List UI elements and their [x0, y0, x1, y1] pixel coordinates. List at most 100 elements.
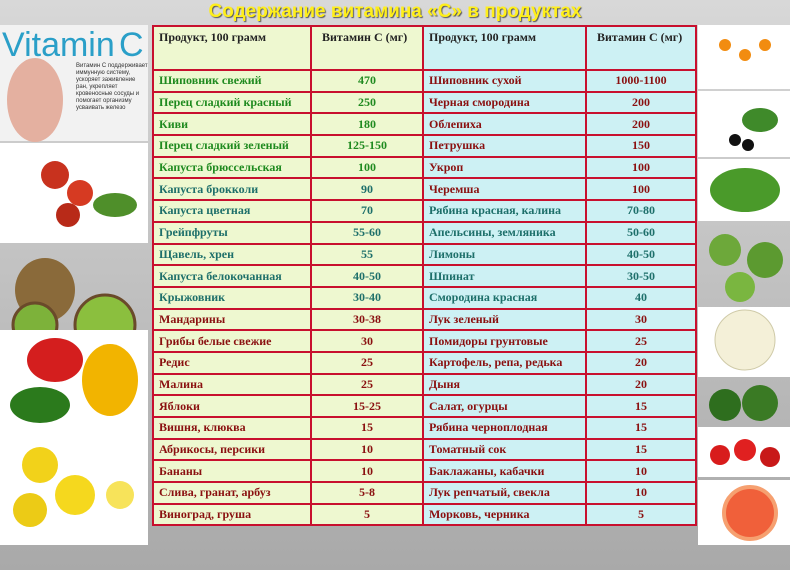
- product-cell: Дыня: [422, 372, 587, 397]
- vitamin-cell: 15: [585, 416, 697, 440]
- product-cell: Слива, гранат, арбуз: [152, 481, 312, 505]
- table-row: Шиповник свежий 470 Шиповник сухой 1000-110…: [152, 69, 697, 93]
- table-row: Крыжовник 30-40 Смородина красная 40: [152, 285, 697, 310]
- product-cell: Крыжовник: [152, 285, 312, 310]
- yellow-pepper: [82, 344, 138, 416]
- vitamin-cell: 200: [585, 90, 697, 115]
- lemon: [55, 475, 95, 515]
- table-row: Перец сладкий красный 250 Черная смородина…: [152, 90, 697, 115]
- title: Содержание витамина «С» в продуктах: [208, 1, 582, 22]
- red-pepper: [27, 338, 83, 382]
- anatomy-figure: [7, 58, 63, 142]
- table-row: Капуста белокочанная 40-50 Шпинат 30-50: [152, 264, 697, 288]
- vitamin-cell: 90: [310, 177, 424, 202]
- vitamin-cell: 15: [585, 437, 697, 462]
- lemon: [13, 493, 47, 527]
- berry: [759, 39, 771, 51]
- vitamin-cell: 70-80: [585, 199, 697, 223]
- product-cell: Лимоны: [422, 242, 587, 267]
- rosehip: [41, 161, 69, 189]
- product-cell: Грейпфруты: [152, 220, 312, 245]
- vitamin-cell: 40: [585, 285, 697, 310]
- currant: [742, 139, 754, 151]
- vitamin-cell: 20: [585, 350, 697, 375]
- table-row: Слива, гранат, арбуз 5-8 Лук репчатый, све…: [152, 481, 697, 505]
- vitamin-cell: 5: [310, 502, 424, 527]
- logo-word: Vitamin: [2, 26, 115, 64]
- product-cell: Грибы белые свежие: [152, 329, 312, 353]
- product-cell: Перец сладкий красный: [152, 90, 312, 115]
- vitamin-cell: 200: [585, 112, 697, 137]
- product-cell: Шиповник сухой: [422, 69, 587, 93]
- product-cell: Киви: [152, 112, 312, 137]
- vitamin-cell: 25: [310, 372, 424, 397]
- sprout: [725, 272, 755, 302]
- vitamin-cell: 40-50: [310, 264, 424, 288]
- leaf: [93, 193, 137, 217]
- header-cell: Продукт, 100 грамм: [152, 25, 312, 71]
- product-cell: Черемша: [422, 177, 587, 202]
- vitamin-cell: 30-50: [585, 264, 697, 288]
- product-cell: Облепиха: [422, 112, 587, 137]
- leaf: [742, 108, 778, 132]
- product-cell: Морковь, черника: [422, 502, 587, 527]
- sprout: [709, 234, 741, 266]
- product-cell: Капуста цветная: [152, 199, 312, 223]
- broccoli: [742, 385, 778, 421]
- currant: [729, 134, 741, 146]
- vitamin-cell: 25: [585, 329, 697, 353]
- vitamin-cell: 5-8: [310, 481, 424, 505]
- product-cell: Апельсины, земляника: [422, 220, 587, 245]
- product-cell: Рябина красная, калина: [422, 199, 587, 223]
- product-cell: Укроп: [422, 155, 587, 180]
- vitamin-cell: 30-38: [310, 307, 424, 332]
- table-row: Грибы белые свежие 30 Помидоры грунтовые 25: [152, 329, 697, 353]
- rosehip: [67, 180, 93, 206]
- vitamin-cell: 180: [310, 112, 424, 137]
- strawberry: [760, 447, 780, 467]
- table-row: Перец сладкий зеленый 125-150 Петрушка 150: [152, 134, 697, 158]
- vitamin-table: Продукт, 100 грамм Витамин С (мг) Продукт,…: [152, 25, 697, 527]
- vitamin-cell: 470: [310, 69, 424, 93]
- product-cell: Томатный сок: [422, 437, 587, 462]
- berry: [719, 39, 731, 51]
- vitamin-cell: 25: [310, 350, 424, 375]
- product-cell: Шиповник свежий: [152, 69, 312, 93]
- table-row: Малина 25 Дыня 20: [152, 372, 697, 397]
- vitamin-cell: 125-150: [310, 134, 424, 158]
- product-cell: Картофель, репа, редька: [422, 350, 587, 375]
- illustrations: [0, 25, 790, 545]
- product-cell: Рябина черноплодная: [422, 416, 587, 440]
- product-cell: Черная смородина: [422, 90, 587, 115]
- product-cell: Редис: [152, 350, 312, 375]
- vitamin-cell: 10: [310, 437, 424, 462]
- table-row: Абрикосы, персики 10 Томатный сок 15: [152, 437, 697, 462]
- vitamin-cell: 5: [585, 502, 697, 527]
- vitamin-cell: 1000-1100: [585, 69, 697, 93]
- logo: Vitamin C: [2, 26, 144, 65]
- vitamin-cell: 70: [310, 199, 424, 223]
- table-row: Виноград, груша 5 Морковь, черника 5: [152, 502, 697, 527]
- vitamin-cell: 50-60: [585, 220, 697, 245]
- vitamin-cell: 30: [310, 329, 424, 353]
- vitamin-cell: 20: [585, 372, 697, 397]
- product-cell: Баклажаны, кабачки: [422, 459, 587, 484]
- sidebar-note: Витамин С поддерживает иммунную систему,…: [76, 63, 148, 111]
- vitamin-cell: 10: [585, 459, 697, 484]
- product-cell: Салат, огурцы: [422, 394, 587, 418]
- product-cell: Абрикосы, персики: [152, 437, 312, 462]
- vitamin-cell: 15-25: [310, 394, 424, 418]
- product-cell: Вишня, клюква: [152, 416, 312, 440]
- parsley: [710, 168, 780, 212]
- vitamin-cell: 10: [585, 481, 697, 505]
- product-cell: Лук зеленый: [422, 307, 587, 332]
- product-cell: Виноград, груша: [152, 502, 312, 527]
- vitamin-cell: 55-60: [310, 220, 424, 245]
- lemon: [106, 481, 134, 509]
- table-row: Мандарины 30-38 Лук зеленый 30: [152, 307, 697, 332]
- vitamin-cell: 30: [585, 307, 697, 332]
- vitamin-cell: 100: [585, 177, 697, 202]
- product-cell: Петрушка: [422, 134, 587, 158]
